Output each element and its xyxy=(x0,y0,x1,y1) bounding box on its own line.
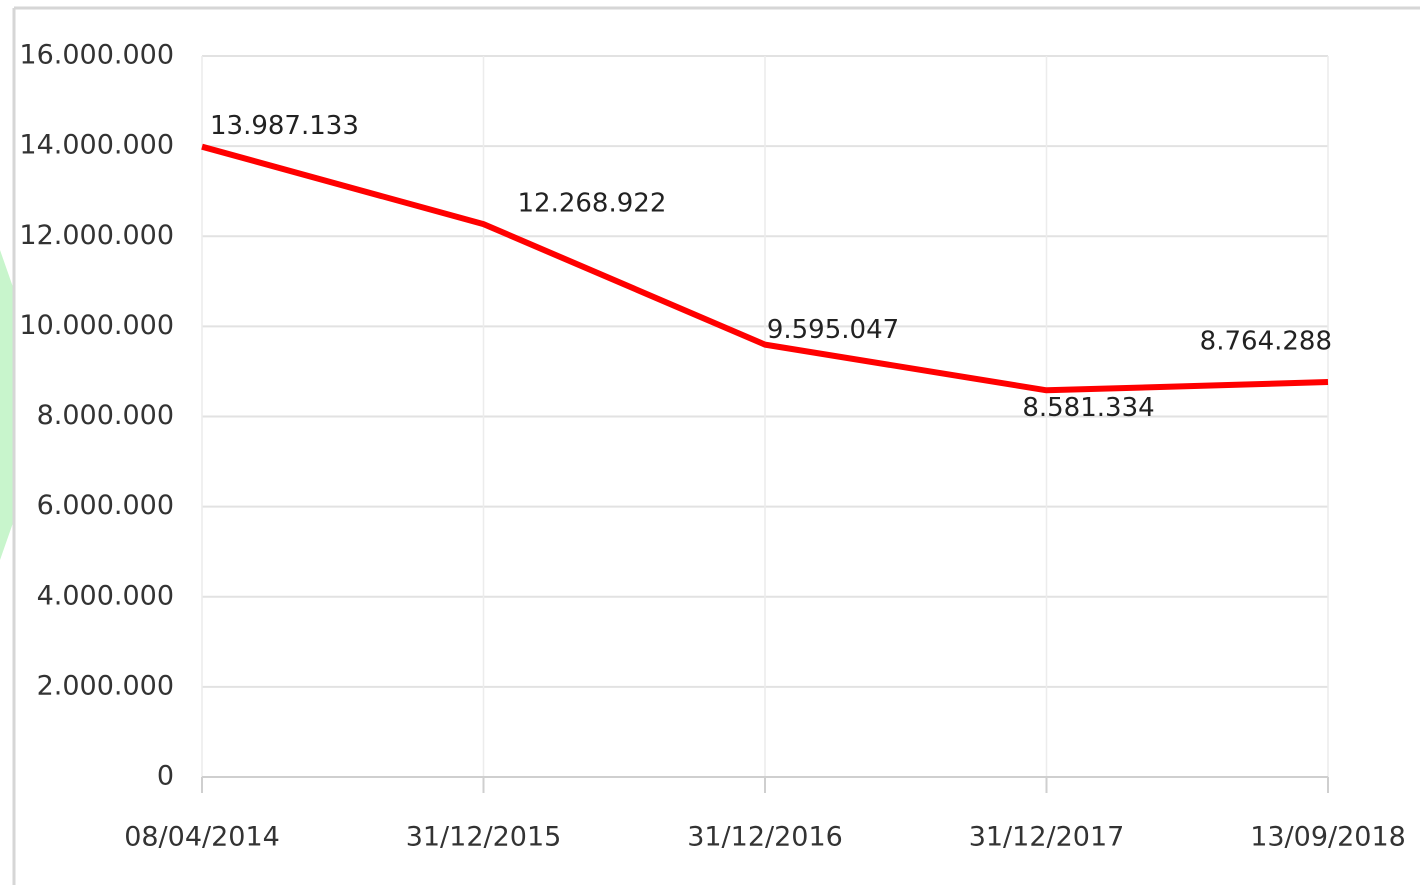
y-tick-label: 4.000.000 xyxy=(37,580,174,611)
data-label: 13.987.133 xyxy=(210,111,359,141)
data-label: 8.764.288 xyxy=(1200,327,1332,357)
y-tick-label: 14.000.000 xyxy=(19,130,174,161)
data-label: 12.268.922 xyxy=(518,189,667,219)
y-tick-label: 16.000.000 xyxy=(19,40,174,71)
y-tick-label: 8.000.000 xyxy=(37,400,174,431)
x-tick-label: 08/04/2014 xyxy=(124,822,280,853)
y-tick-label: 6.000.000 xyxy=(37,490,174,521)
y-tick-label: 10.000.000 xyxy=(19,310,174,341)
data-label: 9.595.047 xyxy=(767,315,899,345)
data-line xyxy=(201,143,1329,394)
y-tick-label: 12.000.000 xyxy=(19,220,174,251)
x-tick-label: 31/12/2017 xyxy=(969,822,1125,853)
y-tick-label: 2.000.000 xyxy=(37,670,174,701)
x-tick-label: 31/12/2016 xyxy=(687,822,843,853)
x-tick-label: 13/09/2018 xyxy=(1250,822,1406,853)
frame xyxy=(12,6,1420,885)
data-label: 8.581.334 xyxy=(1022,393,1154,423)
x-tick-label: 31/12/2015 xyxy=(406,822,562,853)
y-tick-label: 0 xyxy=(157,761,174,792)
